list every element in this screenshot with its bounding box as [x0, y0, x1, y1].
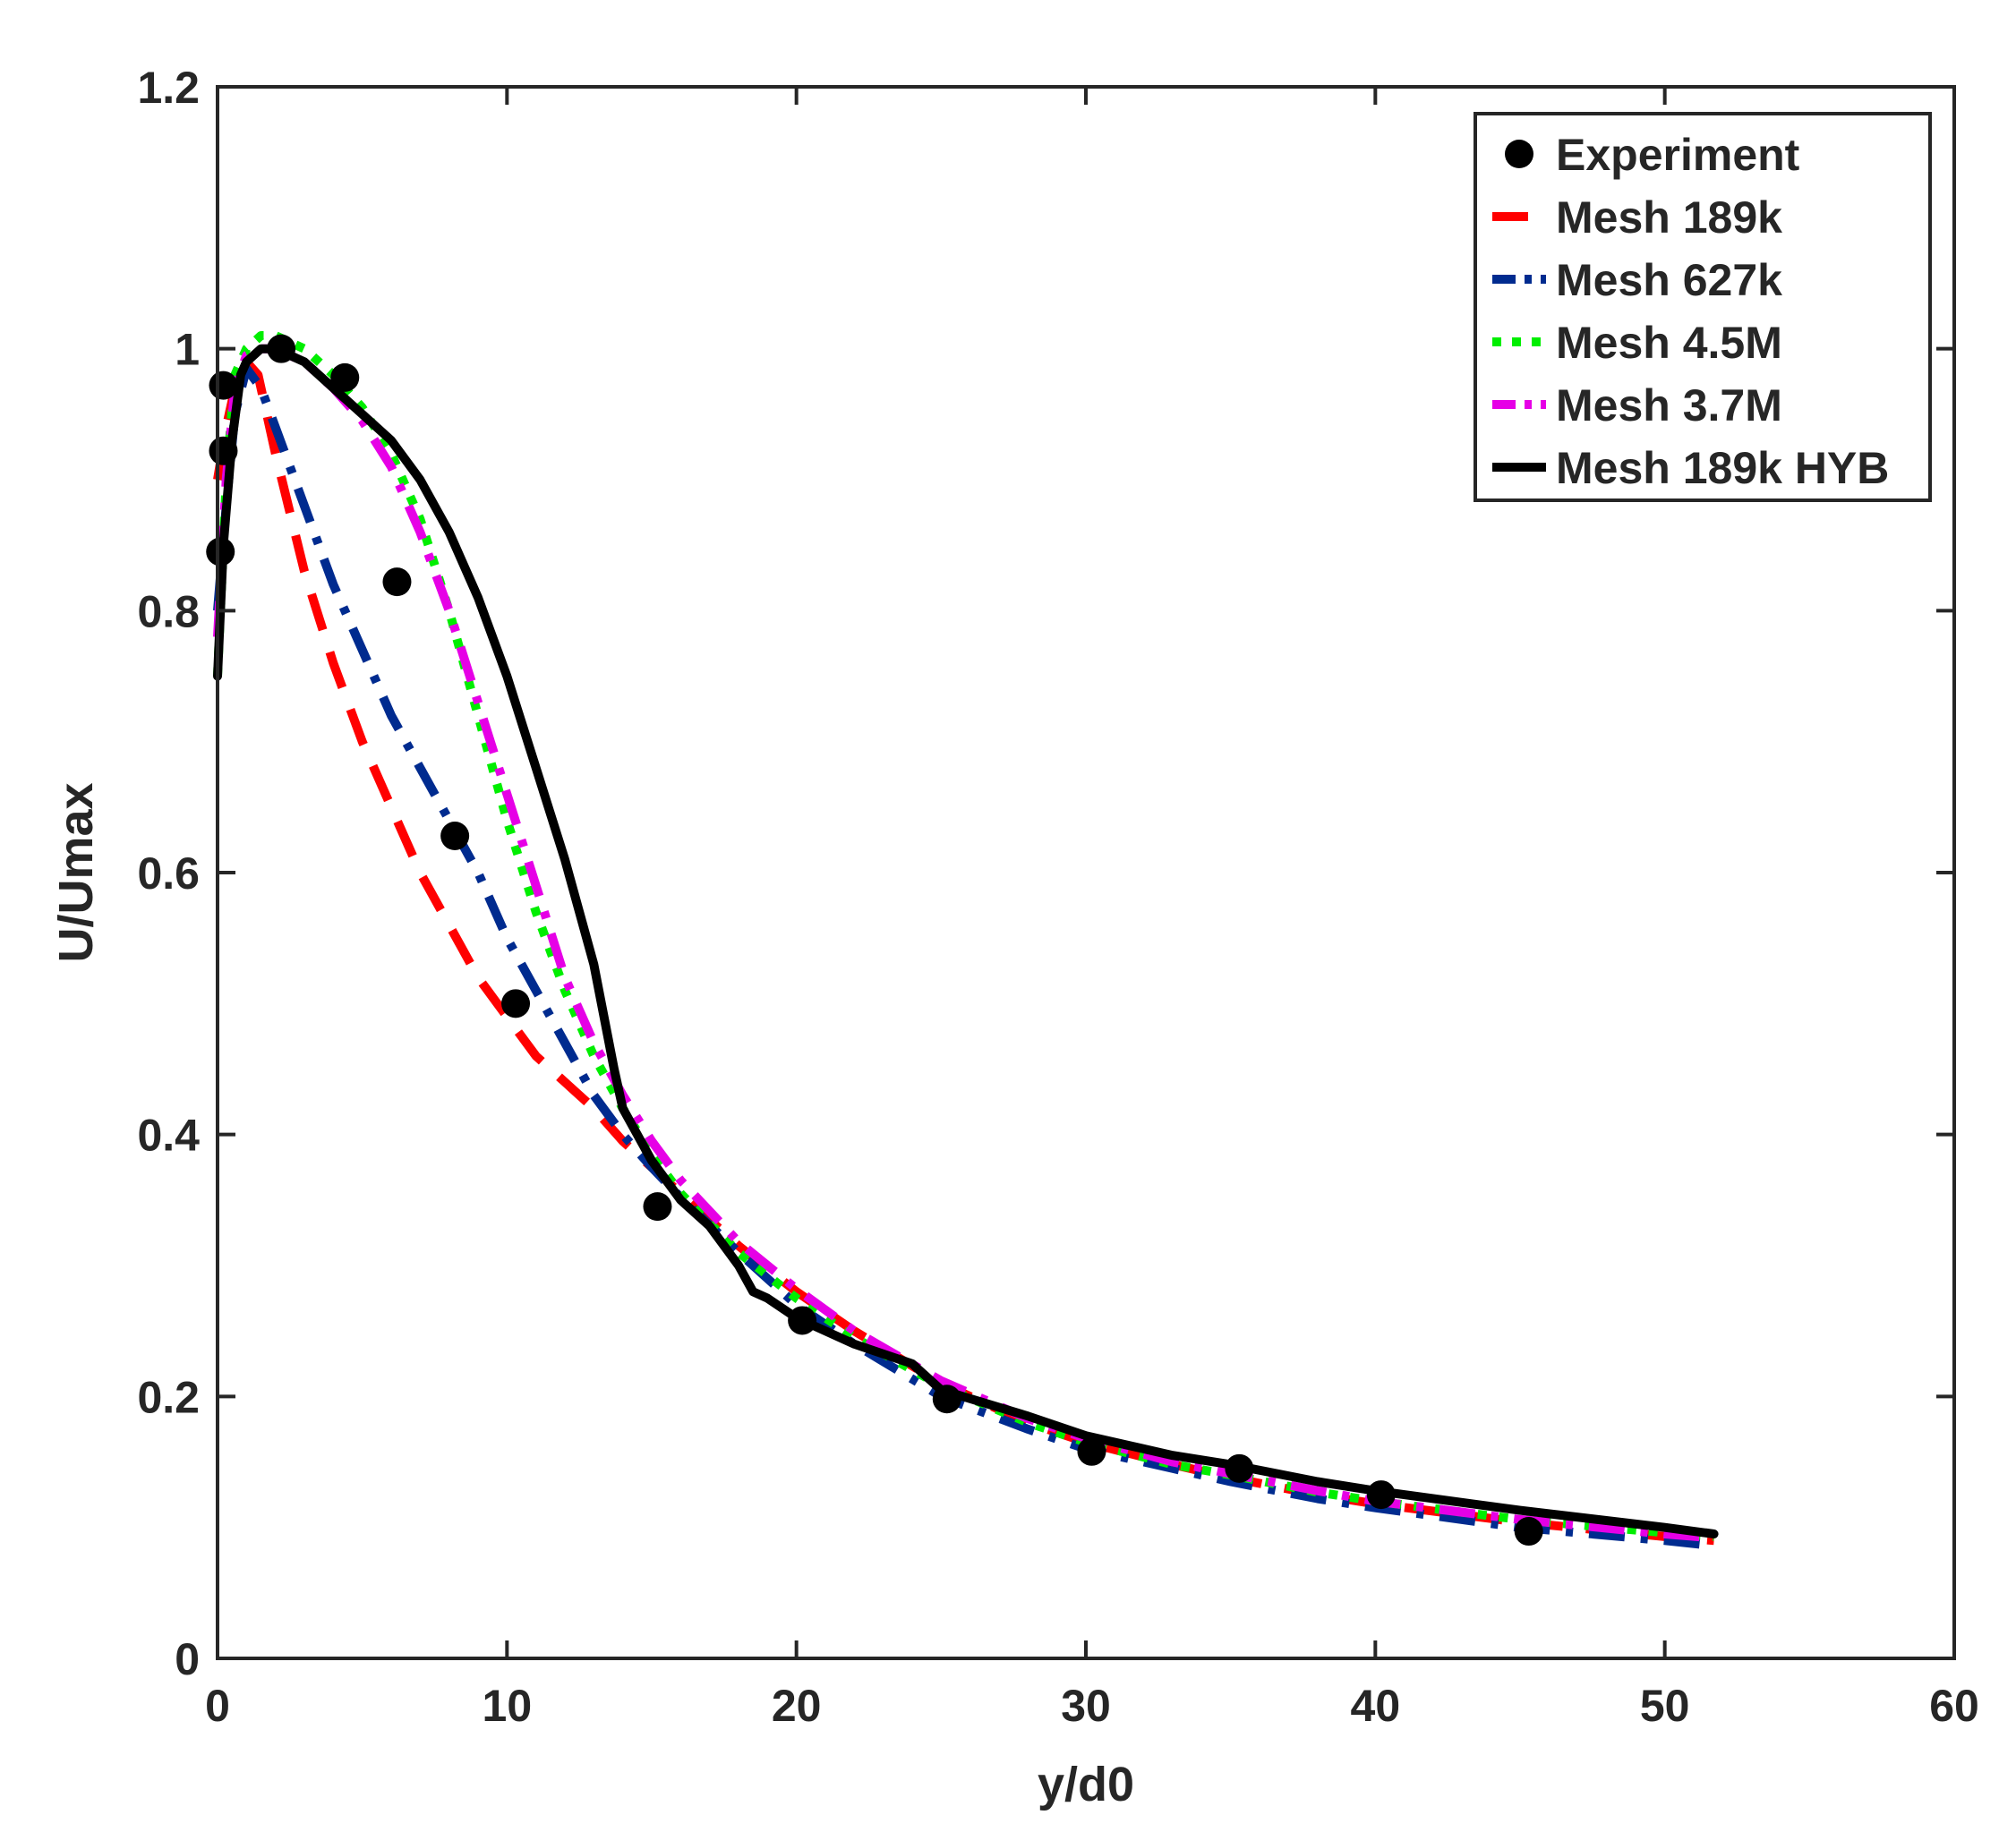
series-line-mesh-189k [213, 357, 1714, 1546]
experiment-point [206, 537, 235, 567]
experiment-point [1077, 1436, 1106, 1466]
legend-label: Mesh 4.5M [1556, 318, 1782, 368]
legend-label: Mesh 189k [1556, 192, 1782, 243]
y-axis-label: U/Umax [49, 782, 103, 962]
experiment-point [382, 567, 412, 597]
y-tick-label: 0 [175, 1634, 200, 1684]
legend: Experiment Mesh 189k Mesh 627k Mesh 4.5M Mes… [1474, 112, 1932, 502]
legend-label: Mesh 627k [1556, 255, 1782, 305]
x-tick-label: 60 [1929, 1681, 1979, 1731]
experiment-point [209, 371, 238, 400]
y-tick-label: 0.8 [137, 586, 200, 636]
y-tick-label: 1.2 [137, 63, 200, 113]
x-tick-label: 40 [1351, 1681, 1401, 1731]
x-tick-label: 0 [205, 1681, 230, 1731]
x-tick-label: 10 [483, 1681, 533, 1731]
experiment-point [501, 989, 531, 1018]
y-tick-label: 0.4 [137, 1111, 200, 1161]
y-tick-label: 0.6 [137, 848, 200, 899]
legend-box [1474, 112, 1932, 502]
experiment-point [932, 1385, 961, 1414]
legend-label: Mesh 189k HYB [1556, 443, 1889, 493]
experiment-point [1514, 1517, 1543, 1547]
x-tick-label: 20 [772, 1681, 822, 1731]
experiment-point [788, 1306, 817, 1335]
experiment-point [1366, 1480, 1396, 1510]
experiment-point [440, 822, 470, 851]
legend-marker-experiment [1505, 140, 1533, 168]
y-tick-label: 1 [175, 325, 200, 375]
experiment-point [267, 334, 296, 363]
experiment-points [206, 334, 1543, 1547]
x-tick-label: 30 [1061, 1681, 1111, 1731]
x-tick-label: 50 [1640, 1681, 1690, 1731]
legend-label: Mesh 3.7M [1556, 380, 1782, 430]
experiment-point [209, 436, 238, 465]
experiment-point [330, 362, 360, 392]
y-tick-label: 0.2 [137, 1372, 200, 1422]
legend-label: Experiment [1556, 130, 1800, 180]
axis-ticks: 0 10 20 30 40 50 60 0 0.2 0.4 0.6 0.8 1 1.2 [137, 63, 1978, 1731]
experiment-point [1225, 1453, 1254, 1483]
experiment-point [643, 1192, 672, 1222]
x-axis-label: y/d0 [1038, 1758, 1134, 1811]
